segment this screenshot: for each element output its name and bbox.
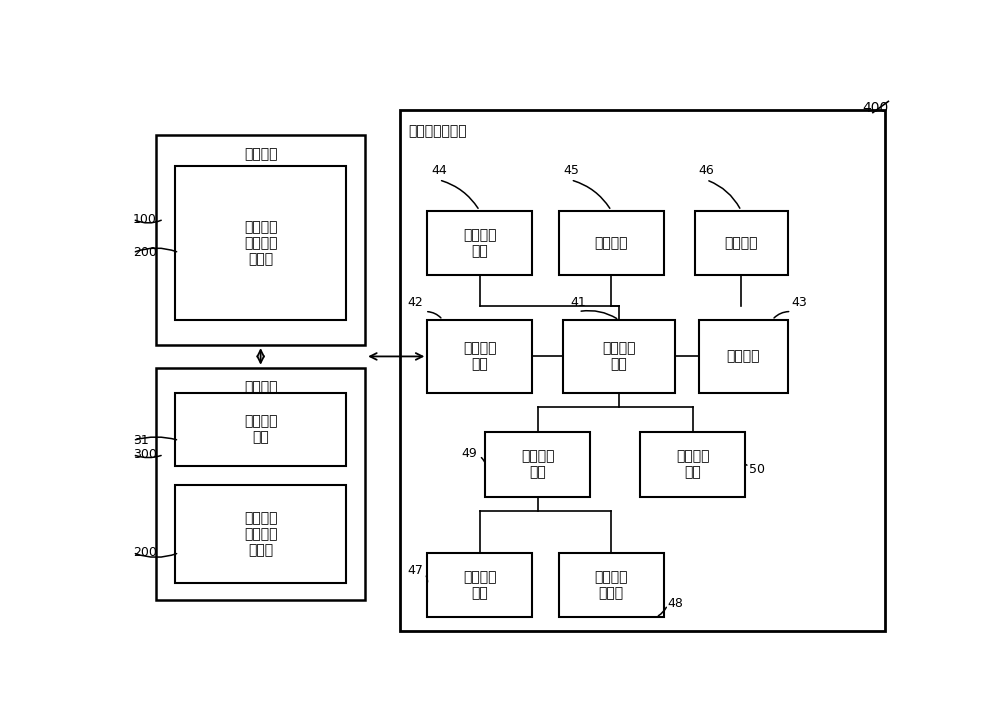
Bar (485, 432, 590, 496)
Bar (559, 210, 664, 275)
Text: 47: 47 (408, 564, 423, 577)
Text: 400: 400 (862, 101, 888, 115)
Bar (559, 553, 664, 617)
Bar (175, 166, 346, 320)
Bar (175, 393, 346, 466)
Text: 供电单元: 供电单元 (724, 236, 758, 250)
Text: 300: 300 (133, 448, 157, 461)
Text: 自动补偿
单元: 自动补偿 单元 (463, 228, 496, 258)
Text: 中央处理
单元: 中央处理 单元 (602, 341, 636, 371)
Text: 41: 41 (571, 296, 586, 309)
Bar (698, 320, 788, 393)
Text: 储存单元: 储存单元 (595, 236, 628, 250)
Text: 43: 43 (792, 296, 807, 309)
Text: 46: 46 (698, 164, 714, 177)
Text: 耳机个人
化应用程
序单元: 耳机个人 化应用程 序单元 (244, 511, 277, 558)
Bar (695, 210, 788, 275)
Text: 200: 200 (133, 546, 157, 559)
Text: 移动装置: 移动装置 (244, 380, 277, 394)
Text: 200: 200 (133, 246, 157, 259)
Bar (427, 553, 532, 617)
Text: 信号处理
单元: 信号处理 单元 (521, 449, 554, 480)
Text: 信号增强
单元: 信号增强 单元 (676, 449, 709, 480)
Text: 耳机单元: 耳机单元 (726, 349, 760, 363)
Text: 44: 44 (431, 164, 447, 177)
Bar (156, 368, 365, 601)
Text: 第二传输
单元: 第二传输 单元 (463, 341, 496, 371)
Bar (640, 432, 745, 496)
Bar (563, 320, 675, 393)
Text: 耳机个人
化应用程
序单元: 耳机个人 化应用程 序单元 (244, 220, 277, 266)
Text: 31: 31 (133, 434, 148, 447)
Bar (156, 135, 365, 345)
Text: 48: 48 (668, 596, 683, 609)
Text: 伺服装置: 伺服装置 (244, 147, 277, 162)
Text: 智能型耳机装置: 智能型耳机装置 (408, 124, 466, 138)
Bar (175, 486, 346, 583)
Text: 噪音采样
单元: 噪音采样 单元 (463, 570, 496, 600)
Text: 第一传输
单元: 第一传输 单元 (244, 414, 277, 444)
Text: 100: 100 (133, 213, 157, 226)
Text: 49: 49 (462, 446, 478, 459)
Text: 矩阵式收
音单元: 矩阵式收 音单元 (595, 570, 628, 600)
Text: 45: 45 (563, 164, 579, 177)
Bar (400, 110, 885, 631)
Bar (427, 320, 532, 393)
Text: 42: 42 (408, 296, 423, 309)
Text: 50: 50 (749, 464, 765, 476)
Bar (427, 210, 532, 275)
